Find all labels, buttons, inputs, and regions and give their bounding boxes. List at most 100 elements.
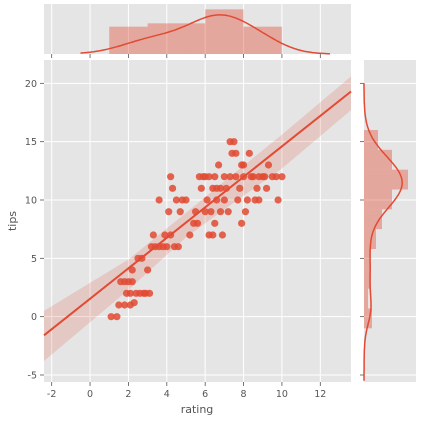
x-tick-label: 0	[87, 389, 93, 400]
scatter-point	[128, 266, 136, 274]
y-hist-bar	[364, 130, 378, 150]
scatter-point	[243, 196, 251, 204]
scatter-point	[176, 208, 184, 216]
scatter-point	[113, 313, 121, 321]
scatter-point	[203, 196, 211, 204]
scatter-point	[120, 301, 129, 309]
scatter-point	[193, 219, 202, 227]
scatter-point	[163, 243, 171, 251]
scatter-point	[232, 149, 240, 157]
scatter-point	[274, 196, 282, 204]
y-hist-bar	[364, 249, 370, 269]
scatter-point	[211, 173, 219, 181]
scatter-point	[234, 196, 242, 204]
x-tick-label: 6	[202, 389, 208, 400]
y-tick-label: 15	[25, 137, 37, 148]
scatter-point	[149, 231, 157, 239]
scatter-point	[253, 184, 261, 192]
y-hist-bar	[364, 149, 392, 170]
scatter-point	[213, 196, 221, 204]
x-marginal-panel	[44, 4, 351, 58]
x-ticks: -2 0 2 4 6 8 10 12	[47, 382, 326, 400]
x-tick-label: 4	[164, 389, 170, 400]
scatter-point	[272, 173, 280, 181]
x-hist-bar	[109, 26, 148, 54]
scatter-point	[211, 219, 219, 227]
y-hist-bar	[364, 209, 382, 230]
scatter-point	[128, 278, 136, 286]
scatter-point	[207, 208, 215, 216]
scatter-point	[245, 149, 253, 157]
scatter-point	[249, 173, 257, 181]
y-marginal-grid	[360, 82, 416, 376]
y-hist-bar	[364, 189, 392, 210]
scatter-point	[220, 196, 228, 204]
y-tick-label: 5	[31, 254, 37, 265]
scatter-point	[241, 208, 250, 216]
scatter-point	[107, 313, 115, 321]
scatter-point	[195, 173, 204, 181]
scatter-point	[215, 161, 223, 169]
x-tick-label: 12	[314, 389, 326, 400]
y-hist-bar	[364, 288, 368, 309]
y-ticks: -5 0 5 10 15 20	[25, 79, 44, 382]
x-hist-bar	[185, 23, 206, 54]
scatter-point	[182, 196, 190, 204]
y-tick-label: 10	[25, 196, 37, 207]
scatter-points	[107, 138, 286, 321]
scatter-point	[155, 196, 163, 204]
scatter-point	[239, 161, 248, 169]
scatter-point	[213, 184, 221, 192]
scatter-point	[255, 196, 263, 204]
regression-line	[43, 90, 352, 337]
scatter-point	[262, 184, 271, 192]
scatter-point	[168, 184, 177, 192]
scatter-point	[167, 173, 175, 181]
scatter-point	[232, 173, 240, 181]
scatter-point	[226, 173, 234, 181]
x-tick-label: 8	[241, 389, 247, 400]
x-tick-label: -2	[47, 389, 56, 400]
scatter-point	[172, 196, 180, 204]
y-tick-label: 0	[31, 312, 37, 323]
x-hist-bar	[205, 9, 244, 55]
regression-group	[43, 90, 352, 337]
scatter-point	[115, 301, 123, 309]
y-tick-label: 20	[25, 79, 37, 90]
scatter-point	[224, 208, 232, 216]
scatter-point	[230, 138, 238, 146]
confidence-band	[44, 76, 351, 361]
x-marginal-grid	[51, 4, 321, 58]
scatter-point	[209, 231, 217, 239]
grid	[44, 60, 351, 382]
scatter-point	[130, 299, 138, 307]
x-tick-label: 10	[276, 389, 288, 400]
joint-panel: -2 0 2 4 6 8 10 12 -5 0 5 10 15 20 rating tips	[6, 60, 352, 416]
y-marginal-kde	[363, 83, 403, 381]
x-tick-label: 2	[125, 389, 131, 400]
y-marginal-panel	[360, 60, 416, 382]
scatter-point	[216, 208, 225, 216]
x-marginal-background	[44, 4, 351, 54]
y-hist-bar	[364, 268, 370, 289]
scatter-point	[144, 266, 152, 274]
scatter-point	[165, 208, 173, 216]
y-tick-label: -5	[28, 371, 37, 382]
scatter-point	[174, 243, 182, 251]
scatter-point	[238, 219, 246, 227]
x-axis-label: rating	[181, 403, 214, 416]
scatter-point	[201, 173, 209, 181]
scatter-point	[218, 231, 227, 239]
scatter-point	[197, 184, 205, 192]
scatter-point	[261, 173, 269, 181]
y-hist-bar	[364, 308, 372, 329]
scatter-point	[220, 173, 228, 181]
x-marginal-kde	[80, 14, 330, 55]
scatter-point	[145, 289, 154, 297]
scatter-point	[264, 161, 273, 169]
y-hist-bar	[364, 169, 408, 190]
scatter-point	[278, 173, 286, 181]
y-axis-label: tips	[6, 211, 19, 231]
y-marginal-background	[364, 60, 416, 382]
